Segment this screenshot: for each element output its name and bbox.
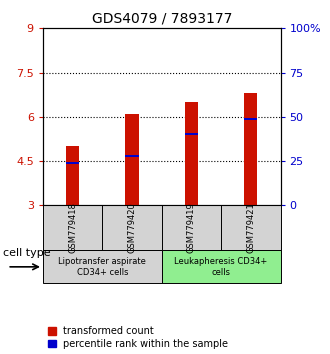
Bar (244, 93, 257, 205)
Text: GSM779419: GSM779419 (187, 202, 196, 253)
Bar (102, 205, 162, 251)
Bar (162, 205, 221, 251)
Bar (244, 118, 257, 120)
Bar (125, 155, 139, 157)
Bar (66, 162, 79, 165)
Bar (185, 133, 198, 135)
Text: GSM779418: GSM779418 (68, 202, 77, 253)
Title: GDS4079 / 7893177: GDS4079 / 7893177 (91, 12, 232, 26)
Bar (43, 251, 162, 283)
Bar (125, 114, 139, 205)
Bar (221, 205, 280, 251)
Text: GSM779421: GSM779421 (246, 202, 255, 253)
Text: Lipotransfer aspirate
CD34+ cells: Lipotransfer aspirate CD34+ cells (58, 257, 146, 276)
Text: Leukapheresis CD34+
cells: Leukapheresis CD34+ cells (175, 257, 268, 276)
Bar (66, 146, 79, 205)
Text: cell type: cell type (3, 248, 51, 258)
Legend: transformed count, percentile rank within the sample: transformed count, percentile rank withi… (48, 326, 228, 349)
Text: GSM779420: GSM779420 (127, 202, 137, 253)
Bar (185, 102, 198, 205)
Bar (43, 205, 102, 251)
Bar (162, 251, 280, 283)
